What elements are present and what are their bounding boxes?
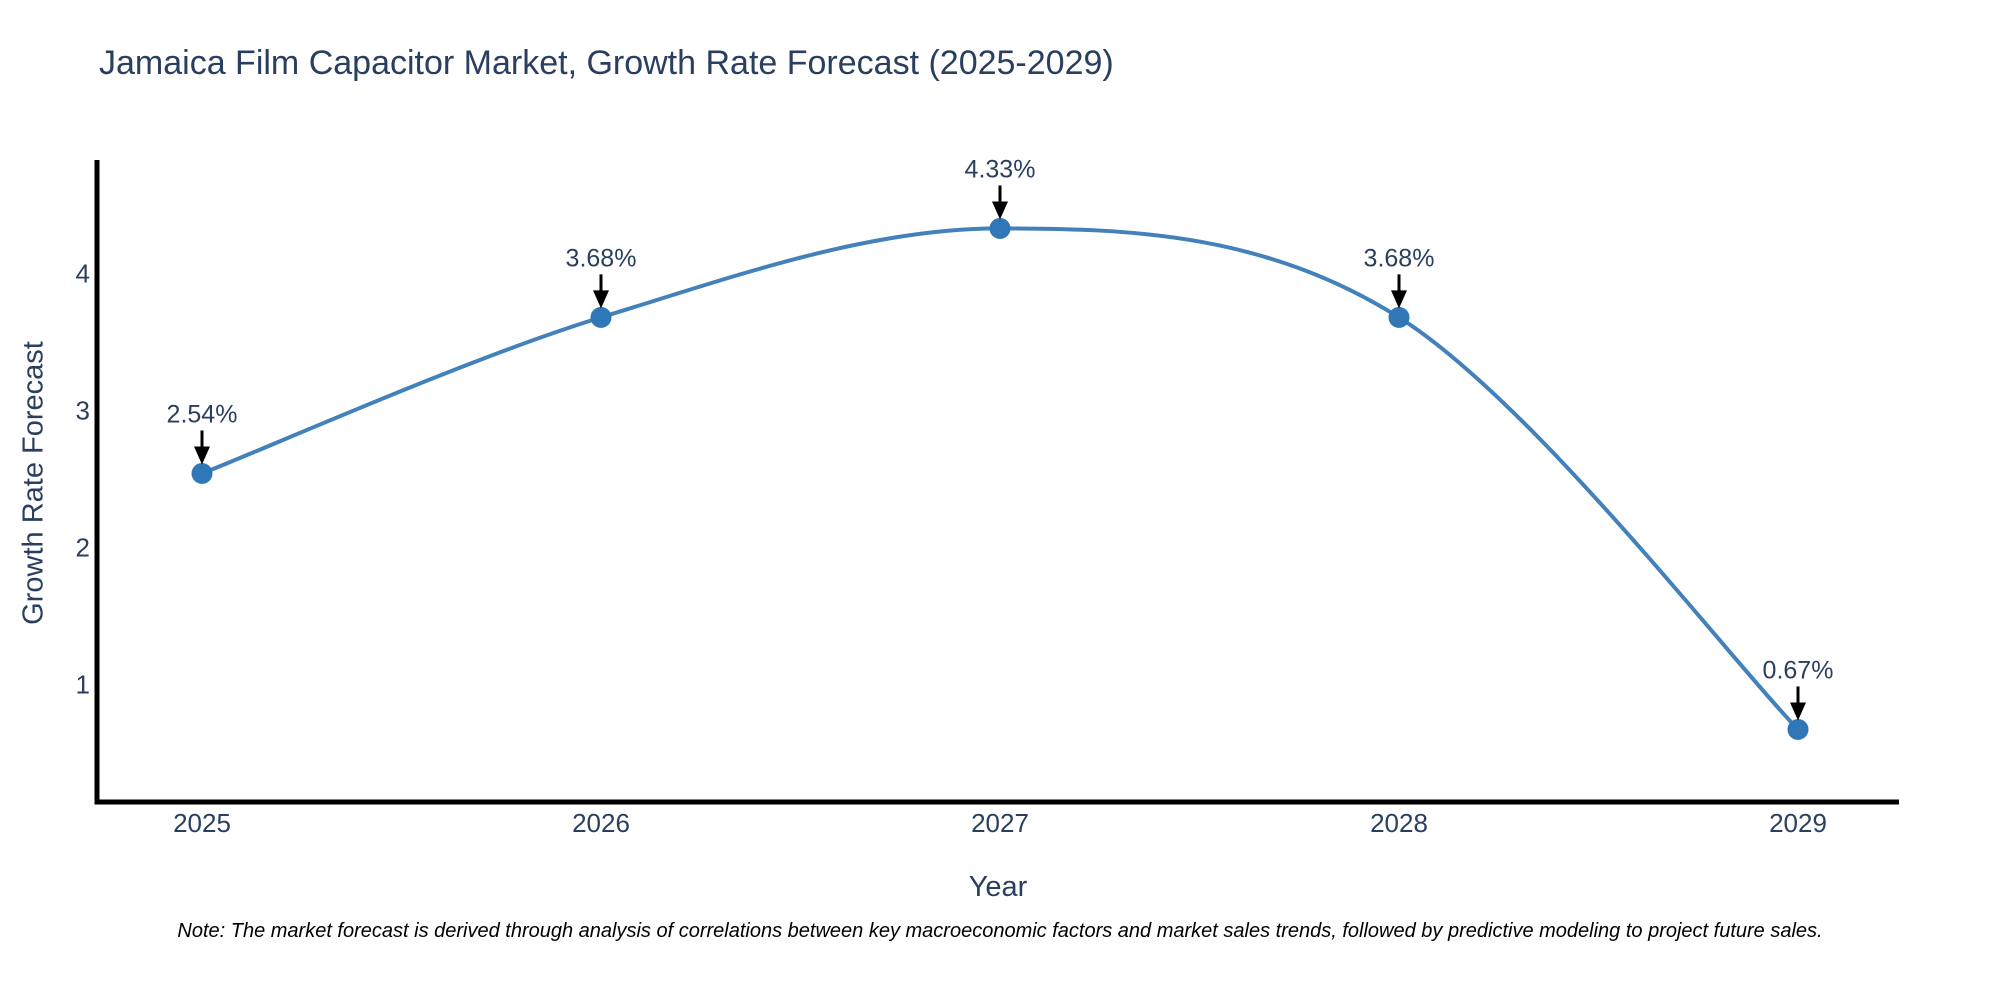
x-tick-label: 2025 [173,808,231,838]
annotation-arrowhead [1790,702,1806,721]
x-tick-label: 2027 [971,808,1029,838]
data-label: 3.68% [1364,244,1435,272]
data-label: 0.67% [1763,656,1834,684]
y-tick-label: 1 [76,669,90,699]
x-tick-label: 2029 [1769,808,1827,838]
data-point-marker [191,462,213,484]
data-point-marker [590,306,612,328]
footnote: Note: The market forecast is derived thr… [177,920,1823,942]
chart-title: Jamaica Film Capacitor Market, Growth Ra… [99,44,1114,82]
x-tick-label: 2026 [572,808,630,838]
data-label: 3.68% [566,244,637,272]
data-label: 4.33% [965,155,1036,183]
data-point-marker [1388,306,1410,328]
data-point-marker [1787,718,1809,740]
trend-line [200,226,1800,732]
data-point-marker [989,217,1011,239]
x-tick-label: 2028 [1370,808,1428,838]
annotation-arrowhead [194,446,210,465]
y-tick-label: 3 [76,396,90,426]
y-tick-label: 4 [76,259,90,289]
data-label: 2.54% [167,400,238,428]
annotation-arrowhead [593,290,609,309]
annotation-arrowhead [1391,290,1407,309]
y-tick-label: 2 [76,532,90,562]
x-axis-title: Year [968,871,1028,903]
annotation-arrowhead [992,201,1008,220]
